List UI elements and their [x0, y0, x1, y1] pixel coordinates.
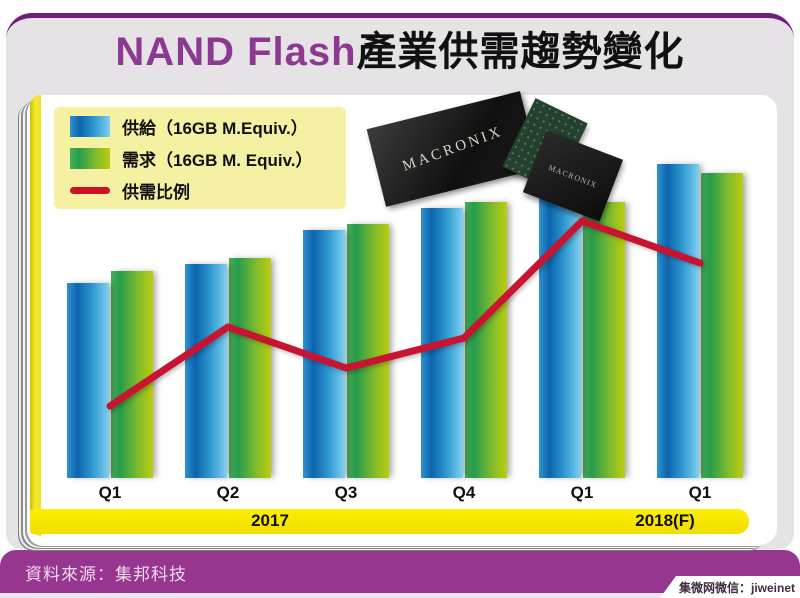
watermark-box: 集微网微信：jiweinet: [660, 576, 800, 598]
data-source-label: 資料來源：集邦科技: [25, 565, 187, 584]
legend-row-demand: 需求（16GB M. Equiv.）: [70, 146, 346, 171]
supply-bar: [539, 189, 581, 478]
chart-legend: 供給（16GB M.Equiv.） 需求（16GB M. Equiv.） 供需比…: [54, 107, 346, 209]
footer-bar: 資料來源：集邦科技: [0, 550, 800, 593]
supply-bar: [657, 164, 699, 478]
year-label-2017: 2017: [251, 511, 289, 530]
legend-supply-label: 供給（16GB M.Equiv.）: [122, 118, 308, 138]
demand-bar: [465, 202, 507, 478]
demand-bar: [229, 258, 271, 478]
x-axis-label: Q1: [570, 483, 594, 502]
watermark-text: 集微网微信：jiweinet: [678, 580, 795, 595]
supply-bar: [67, 283, 109, 478]
demand-swatch-icon: [70, 147, 110, 169]
left-yellow-stripe: [30, 95, 41, 536]
ratio-line-layer: [106, 217, 704, 410]
demand-bar: [583, 202, 625, 478]
x-axis-label: Q2: [216, 483, 240, 502]
year-label-2018f: 2018(F): [635, 511, 695, 530]
x-axis-label: Q1: [98, 483, 122, 502]
x-axis-labels: Q1 Q2 Q3 Q4 Q1 Q1: [36, 483, 760, 505]
supply-swatch-icon: [70, 115, 110, 137]
page-title: NAND Flash產業供需趨勢變化: [0, 30, 800, 74]
demand-bar: [701, 173, 743, 478]
chart-card: 供給（16GB M.Equiv.） 需求（16GB M. Equiv.） 供需比…: [30, 91, 777, 544]
demand-bar: [111, 271, 153, 478]
chart-plot-area: [36, 100, 760, 478]
supply-bar: [185, 264, 227, 478]
demand-bar: [347, 224, 389, 478]
legend-demand-label: 需求（16GB M. Equiv.）: [122, 150, 313, 170]
ratio-line-swatch-icon: [70, 186, 110, 194]
supply-demand-ratio-line: [106, 217, 704, 410]
year-band: 2017 2018(F): [30, 509, 749, 534]
x-axis-label: Q4: [452, 483, 476, 502]
x-axis-label: Q1: [688, 483, 712, 502]
legend-row-ratio: 供需比例: [70, 178, 346, 203]
legend-row-supply: 供給（16GB M.Equiv.）: [70, 114, 346, 139]
x-axis-label: Q3: [334, 483, 358, 502]
legend-ratio-label: 供需比例: [122, 182, 190, 202]
bottom-strip: [0, 593, 800, 598]
page-title-english: NAND Flash: [115, 30, 357, 74]
page-title-chinese: 產業供需趨勢變化: [356, 30, 685, 74]
